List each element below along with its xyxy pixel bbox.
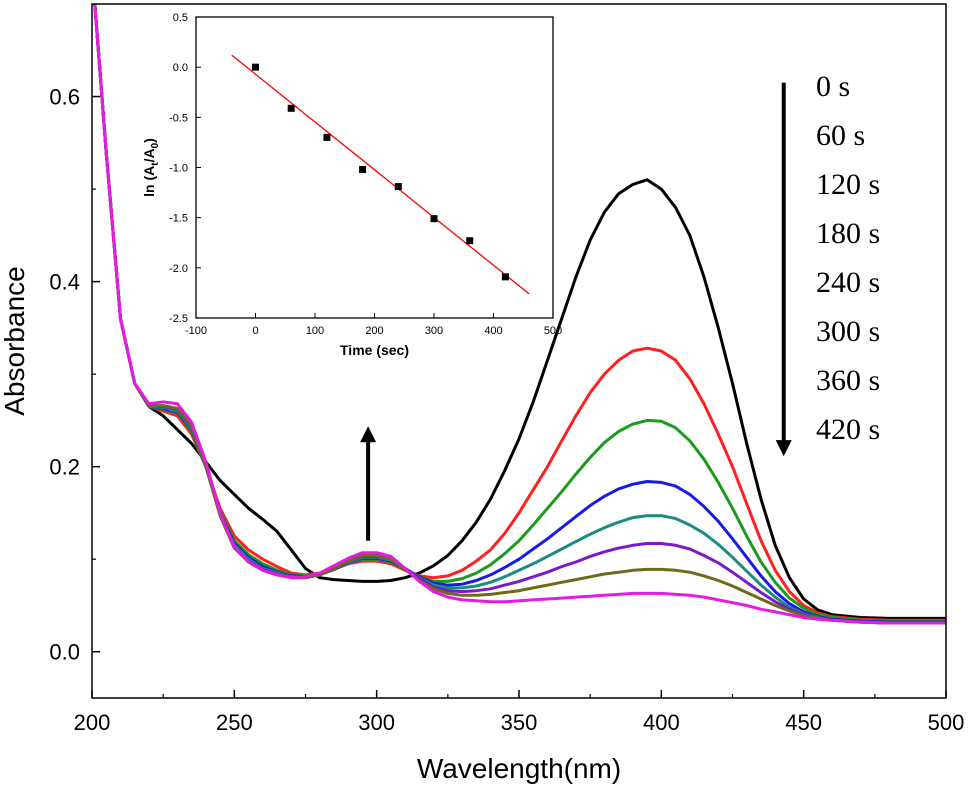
spectra-lines xyxy=(93,4,946,625)
x-tick-label-3: 350 xyxy=(501,710,538,735)
inset-data-point-3 xyxy=(359,166,367,174)
inset-data-point-0 xyxy=(252,63,259,71)
legend-label-0: 0 s xyxy=(816,70,850,103)
x-tick-label-5: 450 xyxy=(785,710,822,735)
inset-x-tick-label-2: 100 xyxy=(306,325,324,337)
inset-x-axis-label: Time (sec) xyxy=(340,342,409,358)
inset-x-tick-label-5: 400 xyxy=(484,325,502,337)
inset-x-tick-label-6: 500 xyxy=(544,325,562,337)
inset-plot: -100 0 100 200 300 400 500 0.5 0.0 -0.5 -1.0 -1.5 -2… xyxy=(141,12,562,358)
inset-fit-line xyxy=(231,54,530,295)
y-axis-label: Absorbance xyxy=(0,266,30,415)
inset-y-tick-label-0: 0.5 xyxy=(173,12,188,24)
series-line-0 xyxy=(93,4,946,620)
main-plot: 200 250 300 350 400 450 500 0.0 0.2 0.4 0.6 Wavelen… xyxy=(0,3,965,784)
legend-label-5: 300 s xyxy=(816,315,880,348)
inset-x-tick-label-4: 300 xyxy=(425,325,443,337)
legend-label-1: 60 s xyxy=(816,119,865,152)
inset-data-point-4 xyxy=(394,183,402,191)
inset-x-tick-label-0: -100 xyxy=(185,325,207,337)
inset-y-tick-label-2: -0.5 xyxy=(169,112,188,124)
y-tick-label-1: 0.2 xyxy=(49,455,80,480)
legend-label-7: 420 s xyxy=(816,413,880,446)
y-tick-label-2: 0.4 xyxy=(49,270,80,295)
inset-y-tick-label-3: -1.0 xyxy=(169,163,188,175)
series-line-7 xyxy=(93,4,946,625)
inset-data-point-7 xyxy=(501,273,509,281)
x-tick-label-1: 250 xyxy=(216,710,253,735)
y-tick-label-0: 0.0 xyxy=(49,640,80,665)
inset-x-tick-label-1: 0 xyxy=(252,325,258,337)
x-tick-label-4: 400 xyxy=(643,710,680,735)
inset-data-point-6 xyxy=(466,237,474,245)
inset-y-axis-label: ln (At/A0) xyxy=(141,138,161,197)
legend-label-2: 120 s xyxy=(816,168,880,201)
legend-label-3: 180 s xyxy=(816,217,880,250)
inset-y-tick-label-6: -2.5 xyxy=(169,313,188,325)
legend-label-6: 360 s xyxy=(816,364,880,397)
inset-data-point-1 xyxy=(287,104,295,112)
inset-x-tick-label-3: 200 xyxy=(365,325,383,337)
inset-y-tick-label-4: -1.5 xyxy=(169,213,188,225)
legend-label-4: 240 s xyxy=(816,266,880,299)
x-tick-label-0: 200 xyxy=(74,710,111,735)
x-tick-label-6: 500 xyxy=(928,710,965,735)
y-tick-label-3: 0.6 xyxy=(49,85,80,110)
inset-data-point-2 xyxy=(323,133,331,141)
inset-y-tick-label-5: -2.0 xyxy=(169,263,188,275)
x-axis-label: Wavelength(nm) xyxy=(417,753,621,784)
inset-y-tick-label-1: 0.0 xyxy=(173,62,188,74)
inset-data-point-5 xyxy=(430,215,438,223)
inset-plot-frame xyxy=(195,16,554,319)
x-tick-label-2: 300 xyxy=(358,710,395,735)
